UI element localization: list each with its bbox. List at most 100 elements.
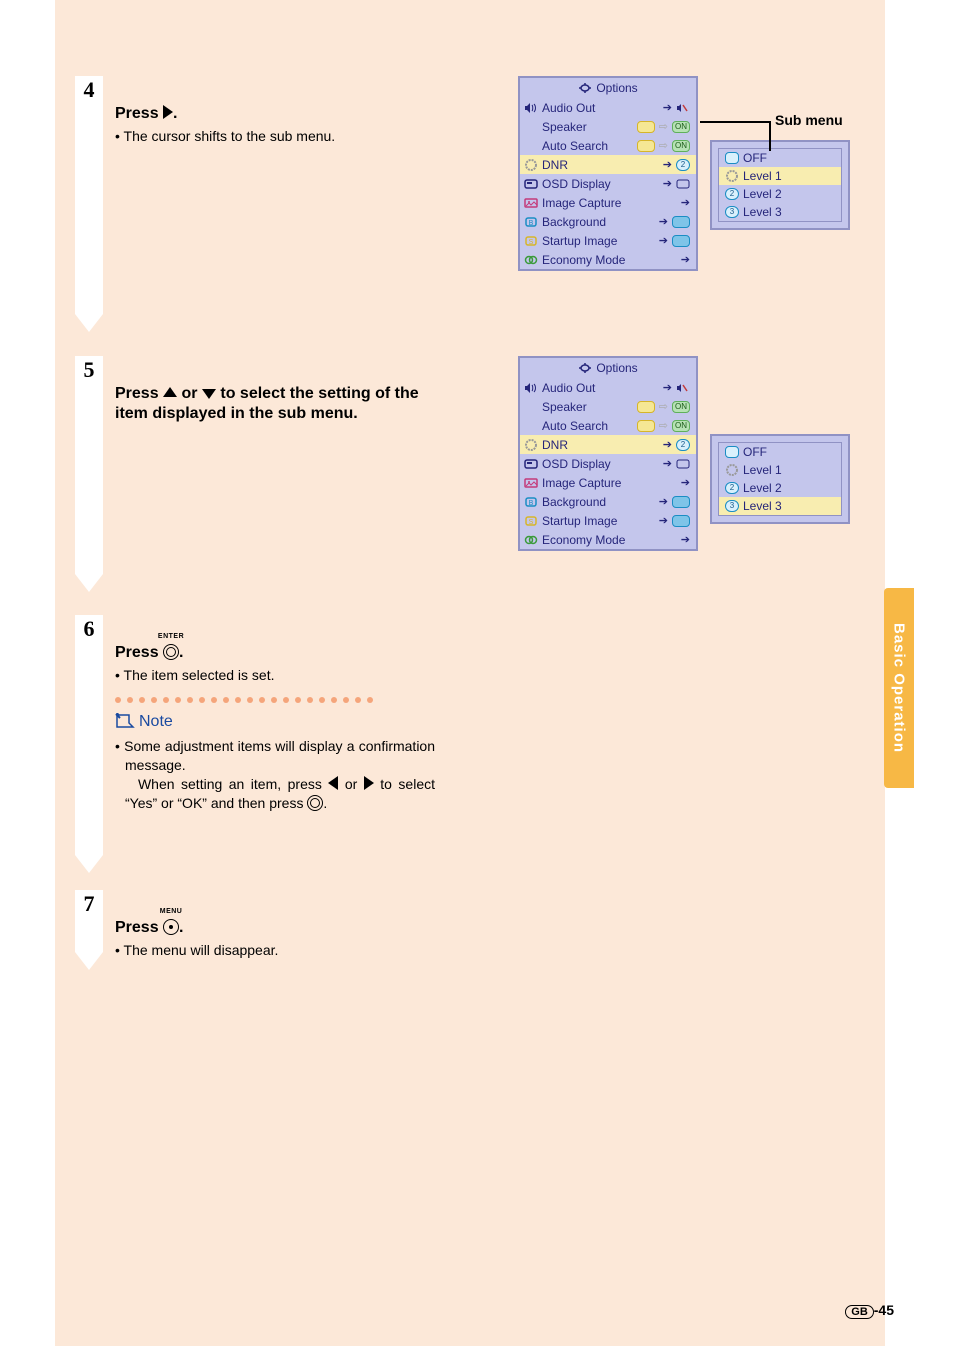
step-number: 7 — [75, 890, 103, 918]
page-prefix: GB — [845, 1305, 874, 1319]
svg-text:B: B — [529, 220, 534, 227]
row-label: Speaker — [542, 120, 633, 134]
submenu-row: 3Level 3 — [719, 203, 841, 221]
submenu-row: OFF — [719, 149, 841, 167]
submenu-row: Level 1 — [719, 461, 841, 479]
submenu-row: 2Level 2 — [719, 185, 841, 203]
row-label: DNR — [542, 438, 659, 452]
step-number: 5 — [75, 356, 103, 384]
submenu-label: Level 1 — [743, 169, 782, 183]
osd-options-menu-1: OptionsAudio Out➔Speaker ⇨ONAuto Search … — [518, 76, 698, 271]
row-label: Auto Search — [542, 419, 633, 433]
row-label: Audio Out — [542, 381, 659, 395]
submenu-label: Sub menu — [775, 112, 843, 128]
submenu-label: Level 3 — [743, 205, 782, 219]
step-heading: Press or to select the set­ting of the i… — [115, 384, 435, 424]
side-tab: Basic Operation — [884, 588, 914, 788]
osd-row: Speaker ⇨ON — [520, 117, 696, 136]
right-triangle-icon — [163, 105, 173, 119]
osd-row: Speaker ⇨ON — [520, 397, 696, 416]
row-label: Audio Out — [542, 101, 659, 115]
note-heading: Note — [115, 713, 435, 731]
row-icon — [524, 401, 538, 413]
row-label: OSD Display — [542, 457, 659, 471]
note-body: • Some adjustment items will display a c… — [115, 737, 435, 813]
row-label: Background — [542, 215, 655, 229]
dotted-divider — [115, 697, 435, 703]
row-icon — [524, 420, 538, 432]
step-body: Press . The cursor shifts to the sub men… — [115, 104, 435, 144]
step-number: 4 — [75, 76, 103, 104]
submenu-label: Level 1 — [743, 463, 782, 477]
row-label: DNR — [542, 158, 659, 172]
step-bullet: The menu will disappear. — [115, 942, 435, 958]
step-4: 4 Press . The cursor shifts to the sub m… — [75, 76, 103, 104]
page-number: GB-45 — [845, 1302, 894, 1318]
down-triangle-icon — [202, 389, 216, 399]
step-body: Press or to select the set­ting of the i… — [115, 384, 435, 424]
row-icon — [524, 534, 538, 546]
enter-button-icon — [307, 795, 323, 811]
row-label: OSD Display — [542, 177, 659, 191]
right-triangle-icon — [364, 776, 374, 790]
step-arrow-icon — [75, 952, 103, 970]
osd-row: Auto Search ⇨ON — [520, 416, 696, 435]
row-label: Startup Image — [542, 514, 655, 528]
row-icon — [524, 197, 538, 209]
side-tab-label: Basic Operation — [891, 623, 908, 753]
osd-row: Image Capture➔ — [520, 193, 696, 212]
row-icon — [524, 178, 538, 190]
row-icon: B — [524, 216, 538, 228]
submenu-label: Level 2 — [743, 187, 782, 201]
osd-row: OSD Display➔ — [520, 454, 696, 473]
osd-row: Economy Mode➔ — [520, 250, 696, 269]
step-body: Press MENU. The menu will disappear. — [115, 918, 435, 958]
row-icon — [524, 121, 538, 133]
submenu-row: 3Level 3 — [719, 497, 841, 515]
note-icon — [115, 713, 135, 731]
osd-options-menu-2: OptionsAudio Out➔Speaker ⇨ONAuto Search … — [518, 356, 698, 551]
left-triangle-icon — [328, 776, 338, 790]
menu-button-icon: MENU — [163, 918, 179, 938]
row-icon — [524, 102, 538, 114]
step-bullet: The cursor shifts to the sub menu. — [115, 128, 435, 144]
row-label: Speaker — [542, 400, 633, 414]
row-icon — [524, 458, 538, 470]
osd-row: OSD Display➔ — [520, 174, 696, 193]
step-bar — [75, 384, 103, 574]
row-icon — [524, 477, 538, 489]
step-bar — [75, 643, 103, 855]
row-label: Economy Mode — [542, 533, 677, 547]
step-7: 7 Press MENU. The menu will disappear. — [75, 890, 103, 918]
step-bar — [75, 918, 103, 952]
row-icon: B — [524, 496, 538, 508]
osd-row: BBackground➔ — [520, 492, 696, 511]
row-icon — [524, 254, 538, 266]
row-icon — [524, 159, 538, 171]
row-label: Startup Image — [542, 234, 655, 248]
svg-text:S: S — [529, 239, 534, 246]
submenu-row: Level 1 — [719, 167, 841, 185]
step-arrow-icon — [75, 574, 103, 592]
submenu-label: OFF — [743, 151, 767, 165]
step-body: Press ENTER. The item selected is set. N… — [115, 643, 435, 813]
page-number-value: -45 — [874, 1302, 894, 1318]
step-arrow-icon — [75, 855, 103, 873]
row-icon: S — [524, 235, 538, 247]
row-label: Economy Mode — [542, 253, 677, 267]
row-icon — [524, 382, 538, 394]
row-icon — [524, 439, 538, 451]
osd-row: BBackground➔ — [520, 212, 696, 231]
submenu-panel-1: OFF Level 1 2Level 23Level 3 — [710, 140, 850, 230]
step-heading: Press ENTER. — [115, 643, 435, 663]
row-icon: S — [524, 515, 538, 527]
osd-row: DNR➔2 — [520, 435, 696, 454]
submenu-row: OFF — [719, 443, 841, 461]
row-label: Image Capture — [542, 476, 677, 490]
submenu-inner: OFF Level 1 2Level 23Level 3 — [718, 442, 842, 516]
osd-row: Economy Mode➔ — [520, 530, 696, 549]
osd-row: Auto Search ⇨ON — [520, 136, 696, 155]
submenu-row: 2Level 2 — [719, 479, 841, 497]
row-icon — [524, 140, 538, 152]
svg-text:B: B — [529, 500, 534, 507]
